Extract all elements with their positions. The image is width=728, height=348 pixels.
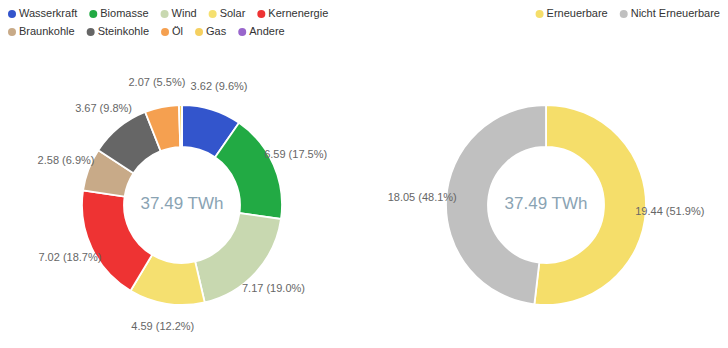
data-labels: 19.44 (51.9%) 18.05 (48.1%) (388, 191, 705, 217)
legend-label: Wind (172, 7, 197, 19)
data-label: 7.02 (18.7%) (38, 251, 101, 263)
data-label: 4.59 (12.2%) (131, 320, 194, 332)
legend-swatch (8, 28, 16, 36)
legend-item: Gas (195, 25, 227, 37)
legend-item: Erneuerbare (536, 7, 608, 19)
legend-label: Braunkohle (19, 25, 75, 37)
data-label: 3.67 (9.8%) (75, 102, 132, 114)
legend-swatch (238, 28, 246, 36)
legend-label: Biomasse (100, 7, 148, 19)
legend-swatch (87, 28, 95, 36)
legend-label: Öl (172, 25, 183, 37)
data-label: 2.07 (5.5%) (128, 76, 185, 88)
legend-swatch (257, 10, 265, 18)
legend-swatch (8, 10, 16, 18)
legend-row: Erneuerbare Nicht Erneuerbare (536, 7, 720, 19)
legend: Wasserkraft Biomasse Wind Solar Kernenergie B… (8, 7, 328, 37)
data-label: 2.58 (6.9%) (38, 154, 95, 166)
legend-item: Biomasse (89, 7, 148, 19)
center-text: 37.49 TWh (505, 194, 588, 213)
legend-swatch (195, 28, 203, 36)
legend-item: Wind (161, 7, 197, 19)
legend-item: Nicht Erneuerbare (620, 7, 720, 19)
legend-item: Wasserkraft (8, 7, 77, 19)
data-label: 18.05 (48.1%) (388, 191, 457, 203)
legend-item: Öl (161, 25, 183, 37)
donut-slice (179, 105, 182, 147)
data-label: 19.44 (51.9%) (635, 205, 704, 217)
slices (446, 105, 646, 305)
data-label: 7.17 (19.0%) (242, 282, 305, 294)
legend-label: Wasserkraft (19, 7, 77, 19)
legend-swatch (209, 10, 217, 18)
legend-swatch (89, 10, 97, 18)
donut-slice (181, 105, 183, 147)
legend-label: Gas (206, 25, 227, 37)
legend-item: Andere (238, 25, 284, 37)
data-label: 3.62 (9.6%) (191, 80, 248, 92)
donut-chart: 3.62 (9.6%) 6.59 (17.5%) 7.17 (19.0%) 4.59 … (38, 76, 328, 332)
data-label: 6.59 (17.5%) (264, 148, 327, 160)
legend-swatch (620, 10, 628, 18)
data-labels: 3.62 (9.6%) 6.59 (17.5%) 7.17 (19.0%) 4.59 … (38, 76, 328, 332)
legend-item: Kernenergie (257, 7, 328, 19)
legend-swatch (161, 28, 169, 36)
slices (82, 105, 282, 305)
legend-item: Solar (209, 7, 246, 19)
legend-swatch (161, 10, 169, 18)
legend-label: Solar (220, 7, 246, 19)
legend: Erneuerbare Nicht Erneuerbare (536, 7, 720, 19)
legend-item: Steinkohle (87, 25, 149, 37)
center-text: 37.49 TWh (141, 194, 224, 213)
donut-chart: 19.44 (51.9%) 18.05 (48.1%) 37.49 TWh (388, 105, 705, 305)
legend-label: Kernenergie (268, 7, 328, 19)
donut-slice (215, 123, 282, 219)
legend-label: Andere (249, 25, 284, 37)
legend-swatch (536, 10, 544, 18)
chart-root: 3.62 (9.6%) 6.59 (17.5%) 7.17 (19.0%) 4.59 … (0, 0, 728, 348)
legend-row: Wasserkraft Biomasse Wind Solar Kernenergie (8, 7, 328, 19)
donut-slice (145, 105, 180, 151)
legend-label: Nicht Erneuerbare (631, 7, 720, 19)
legend-label: Steinkohle (98, 25, 149, 37)
legend-row: Braunkohle Steinkohle Öl Gas Andere (8, 25, 285, 37)
legend-item: Braunkohle (8, 25, 75, 37)
legend-label: Erneuerbare (547, 7, 608, 19)
